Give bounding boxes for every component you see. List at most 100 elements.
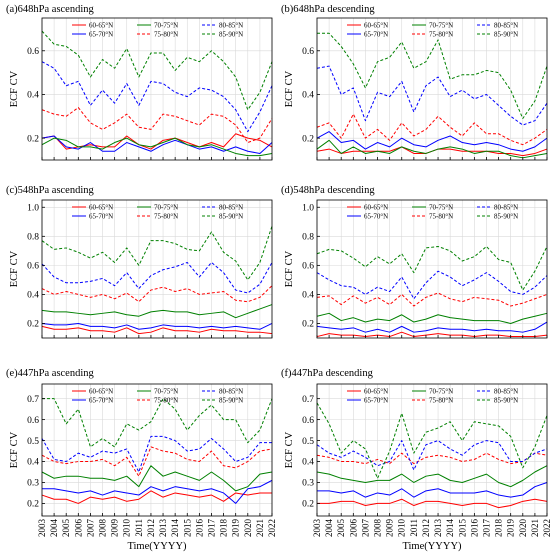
- legend-label: 70-75°N: [154, 388, 178, 396]
- legend-label: 85-90°N: [494, 31, 518, 39]
- series-line-65-70°N: [316, 131, 548, 152]
- panel-title: (c)548hPa ascending: [6, 185, 95, 196]
- x-tick-label: 2013: [433, 519, 443, 538]
- x-tick-label: 2018: [494, 519, 504, 538]
- x-tick-label: 2008: [373, 519, 383, 538]
- legend-label: 65-70°N: [89, 397, 113, 405]
- chart-panel-4: 0.2 0.4 0.6 0.8 1.0 (d)548hPa descending ECF C…: [281, 185, 548, 339]
- x-tick-label: 2009: [385, 519, 395, 538]
- x-tick-label: 2009: [110, 519, 120, 538]
- y-axis-label: ECF CV: [9, 250, 20, 287]
- series-line-65-70°N: [42, 479, 273, 504]
- series-line-85-90°N: [41, 225, 273, 281]
- y-tick-label: 1.0: [27, 203, 39, 213]
- series-line-70-75°N: [316, 312, 548, 324]
- legend-label: 70-75°N: [429, 204, 453, 212]
- series-line-65-70°N: [41, 322, 273, 330]
- series-line-70-75°N: [316, 465, 548, 488]
- legend-label: 60-65°N: [89, 388, 113, 396]
- legend: 60-65°N65-70°N 70-75°N75-80°N 80-85°N85-90…: [347, 22, 518, 39]
- x-tick-label: 2019: [506, 519, 516, 538]
- x-tick-label: 2005: [336, 519, 346, 538]
- x-tick-label: 2011: [409, 519, 419, 537]
- chart-panel-1: 0.2 0.4 0.6 (a)648hPa ascending ECF CV 60-65°…: [6, 4, 273, 161]
- legend-label: 70-75°N: [429, 388, 453, 396]
- y-tick-label: 0.4: [27, 458, 39, 468]
- legend-label: 85-90°N: [219, 31, 243, 39]
- series-line-85-90°N: [317, 32, 548, 119]
- y-tick-label: 0.2: [27, 500, 39, 510]
- panel-title: (f)447hPa descending: [281, 368, 374, 379]
- legend-label: 80-85°N: [494, 204, 518, 212]
- x-tick-label: 2014: [445, 519, 455, 538]
- y-tick-label: 0.4: [27, 291, 39, 301]
- y-tick-label: 1.0: [302, 203, 314, 213]
- legend: 60-65°N65-70°N 70-75°N75-80°N 80-85°N85-90…: [347, 204, 518, 221]
- legend-label: 75-80°N: [429, 213, 453, 221]
- chart-panel-3: 0.2 0.4 0.6 0.8 1.0 (c)548hPa ascending ECF CV…: [6, 185, 273, 339]
- series-line-85-90°N: [316, 402, 548, 479]
- x-tick-label: 2014: [170, 519, 180, 538]
- y-axis-label: ECF CV: [284, 250, 295, 287]
- y-axis-label: ECF CV: [284, 431, 295, 468]
- series-line-65-70°N: [317, 482, 548, 498]
- series-line-60-65°N: [41, 133, 273, 150]
- series-line-60-65°N: [317, 498, 548, 509]
- x-tick-label: 2012: [146, 519, 156, 537]
- series-line-75-80°N: [41, 446, 273, 477]
- x-axis-label: Time(YYYY): [402, 541, 462, 552]
- axes-frame: [41, 17, 273, 161]
- x-tick-label: 2012: [421, 519, 431, 537]
- legend-label: 60-65°N: [364, 204, 388, 212]
- y-tick-label: 0.7: [302, 395, 314, 405]
- legend-label: 85-90°N: [494, 397, 518, 405]
- y-tick-label: 0.2: [302, 134, 314, 144]
- x-tick-label: 2022: [542, 519, 550, 537]
- axes-frame: [41, 383, 273, 517]
- series-line-70-75°N: [316, 139, 548, 159]
- series-line-80-85°N: [41, 61, 273, 133]
- y-tick-label: 0.6: [27, 416, 39, 426]
- series-line-80-85°N: [316, 440, 548, 471]
- y-tick-label: 0.2: [302, 500, 314, 510]
- x-tick-label: 2008: [98, 519, 108, 538]
- legend: 60-65°N65-70°N 70-75°N75-80°N 80-85°N85-90…: [72, 22, 243, 39]
- x-tick-label: 2019: [231, 519, 241, 538]
- y-tick-label: 0.5: [302, 437, 314, 447]
- legend-label: 70-75°N: [154, 22, 178, 30]
- series-line-65-70°N: [316, 321, 548, 333]
- chart-panel-2: 0.2 0.4 0.6 (b)648hPa descending ECF CV 60-65…: [281, 4, 548, 161]
- y-tick-label: 0.2: [302, 320, 314, 330]
- x-tick-label: 2010: [397, 519, 407, 538]
- panel-title: (e)447hPa ascending: [6, 368, 95, 379]
- x-axis-label: Time(YYYY): [127, 541, 187, 552]
- legend: 60-65°N65-70°N 70-75°N75-80°N 80-85°N85-90…: [72, 204, 243, 221]
- series-line-75-80°N: [316, 292, 548, 307]
- y-tick-label: 0.6: [27, 262, 39, 272]
- x-tick-label: 2003: [37, 519, 47, 538]
- x-tick-label: 2013: [158, 519, 168, 538]
- legend-label: 65-70°N: [89, 213, 113, 221]
- x-tick-label: 2018: [219, 519, 229, 538]
- x-tick-label: 2005: [61, 519, 71, 538]
- series-line-80-85°N: [316, 270, 548, 300]
- axes-frame: [316, 17, 548, 161]
- series-line-70-75°N: [41, 465, 273, 492]
- y-tick-label: 0.8: [302, 233, 314, 243]
- x-tick-label: 2016: [194, 519, 204, 538]
- legend-label: 60-65°N: [89, 204, 113, 212]
- legend-label: 85-90°N: [494, 213, 518, 221]
- x-tick-label: 2015: [457, 519, 467, 538]
- legend: 60-65°N65-70°N 70-75°N75-80°N 80-85°N85-90…: [347, 388, 518, 405]
- panel-title: (d)548hPa descending: [281, 185, 375, 196]
- x-tick-label: 2007: [360, 519, 370, 538]
- x-tick-label: 2021: [255, 519, 265, 537]
- x-tick-label: 2006: [348, 519, 358, 538]
- y-tick-label: 0.6: [302, 416, 314, 426]
- series-line-60-65°N: [41, 325, 273, 335]
- series-line-65-70°N: [41, 135, 273, 154]
- series-line-60-65°N: [41, 490, 272, 504]
- legend-label: 75-80°N: [429, 397, 453, 405]
- x-tick-label: 2021: [530, 519, 540, 537]
